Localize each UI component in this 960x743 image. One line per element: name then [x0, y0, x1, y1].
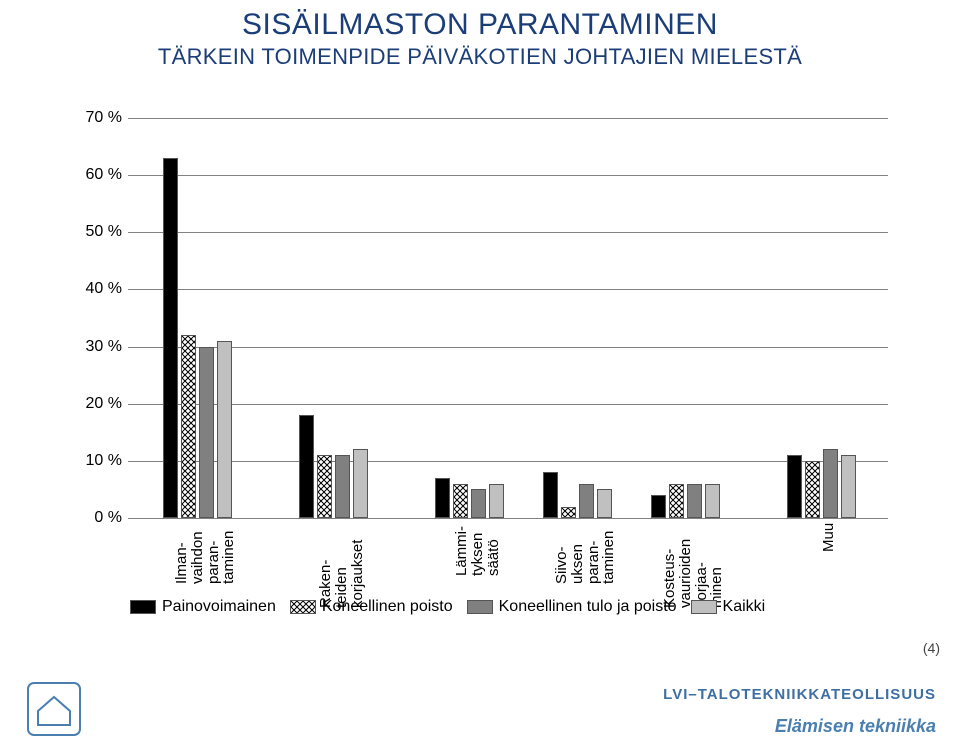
bar — [489, 484, 504, 518]
bar-group — [158, 118, 234, 518]
y-tick: 50 % — [70, 223, 122, 241]
grid-line — [128, 232, 888, 233]
bar — [435, 478, 450, 518]
bar — [199, 347, 214, 518]
bar — [669, 484, 684, 518]
house-icon — [26, 681, 82, 737]
legend-item: Koneellinen tulo ja poisto — [467, 598, 677, 616]
chart: 0 %10 %20 %30 %40 %50 %60 %70 % Ilman-va… — [70, 118, 890, 558]
page-title: SISÄILMASTON PARANTAMINEN — [0, 8, 960, 42]
category-label: Ilman-vaihdonparan-taminen — [174, 531, 237, 584]
bar-group — [430, 118, 506, 518]
bar — [687, 484, 702, 518]
category-label: Siivo-uksenparan-taminen — [554, 531, 617, 584]
bar-group — [782, 118, 858, 518]
bar — [787, 455, 802, 518]
bar — [299, 415, 314, 518]
bar-group — [646, 118, 722, 518]
bar — [181, 335, 196, 518]
y-tick: 10 % — [70, 452, 122, 470]
legend: Painovoimainen Koneellinen poisto Koneelli… — [130, 598, 830, 616]
bar — [317, 455, 332, 518]
legend-item: Painovoimainen — [130, 598, 276, 616]
bar — [353, 449, 368, 518]
grid-line — [128, 118, 888, 119]
legend-label: Koneellinen poisto — [322, 598, 453, 616]
bar — [217, 341, 232, 518]
plot-area: Ilman-vaihdonparan-taminenRaken-teidenko… — [128, 118, 888, 519]
grid-line — [128, 461, 888, 462]
legend-item: Kaikki — [691, 598, 766, 616]
legend-label: Koneellinen tulo ja poisto — [499, 598, 677, 616]
y-axis: 0 %10 %20 %30 %40 %50 %60 %70 % — [70, 118, 128, 518]
legend-label: Kaikki — [723, 598, 766, 616]
bar — [335, 455, 350, 518]
grid-line — [128, 289, 888, 290]
logo-elamisen: Elämisen tekniikka — [775, 716, 936, 737]
y-tick: 70 % — [70, 109, 122, 127]
legend-swatch — [130, 600, 156, 614]
grid-line — [128, 347, 888, 348]
bar — [805, 461, 820, 518]
legend-item: Koneellinen poisto — [290, 598, 453, 616]
reference-note: (4) — [923, 640, 940, 656]
legend-swatch — [290, 600, 316, 614]
page-subtitle: TÄRKEIN TOIMENPIDE PÄIVÄKOTIEN JOHTAJIEN… — [0, 44, 960, 70]
bar — [705, 484, 720, 518]
y-tick: 0 % — [70, 509, 122, 527]
bar — [163, 158, 178, 518]
legend-swatch — [691, 600, 717, 614]
category-label: Lämmi-tyksensäätö — [454, 526, 501, 576]
bar-group — [294, 118, 370, 518]
grid-line — [128, 404, 888, 405]
grid-line — [128, 175, 888, 176]
bar — [597, 489, 612, 518]
legend-label: Painovoimainen — [162, 598, 276, 616]
slide: SISÄILMASTON PARANTAMINEN TÄRKEIN TOIMEN… — [0, 8, 960, 743]
footer: LVI–TALOTEKNIIKKATEOLLISUUS Elämisen tek… — [0, 661, 960, 743]
bar — [823, 449, 838, 518]
y-tick: 30 % — [70, 338, 122, 356]
bar-group — [538, 118, 614, 518]
bar — [561, 507, 576, 518]
bar — [841, 455, 856, 518]
logo-lvi: LVI–TALOTEKNIIKKATEOLLISUUS — [663, 686, 936, 703]
category-label: Muu — [821, 523, 837, 552]
bar — [579, 484, 594, 518]
bar — [453, 484, 468, 518]
y-tick: 60 % — [70, 166, 122, 184]
y-tick: 20 % — [70, 395, 122, 413]
legend-swatch — [467, 600, 493, 614]
y-tick: 40 % — [70, 280, 122, 298]
bar — [651, 495, 666, 518]
bar — [543, 472, 558, 518]
bar — [471, 489, 486, 518]
